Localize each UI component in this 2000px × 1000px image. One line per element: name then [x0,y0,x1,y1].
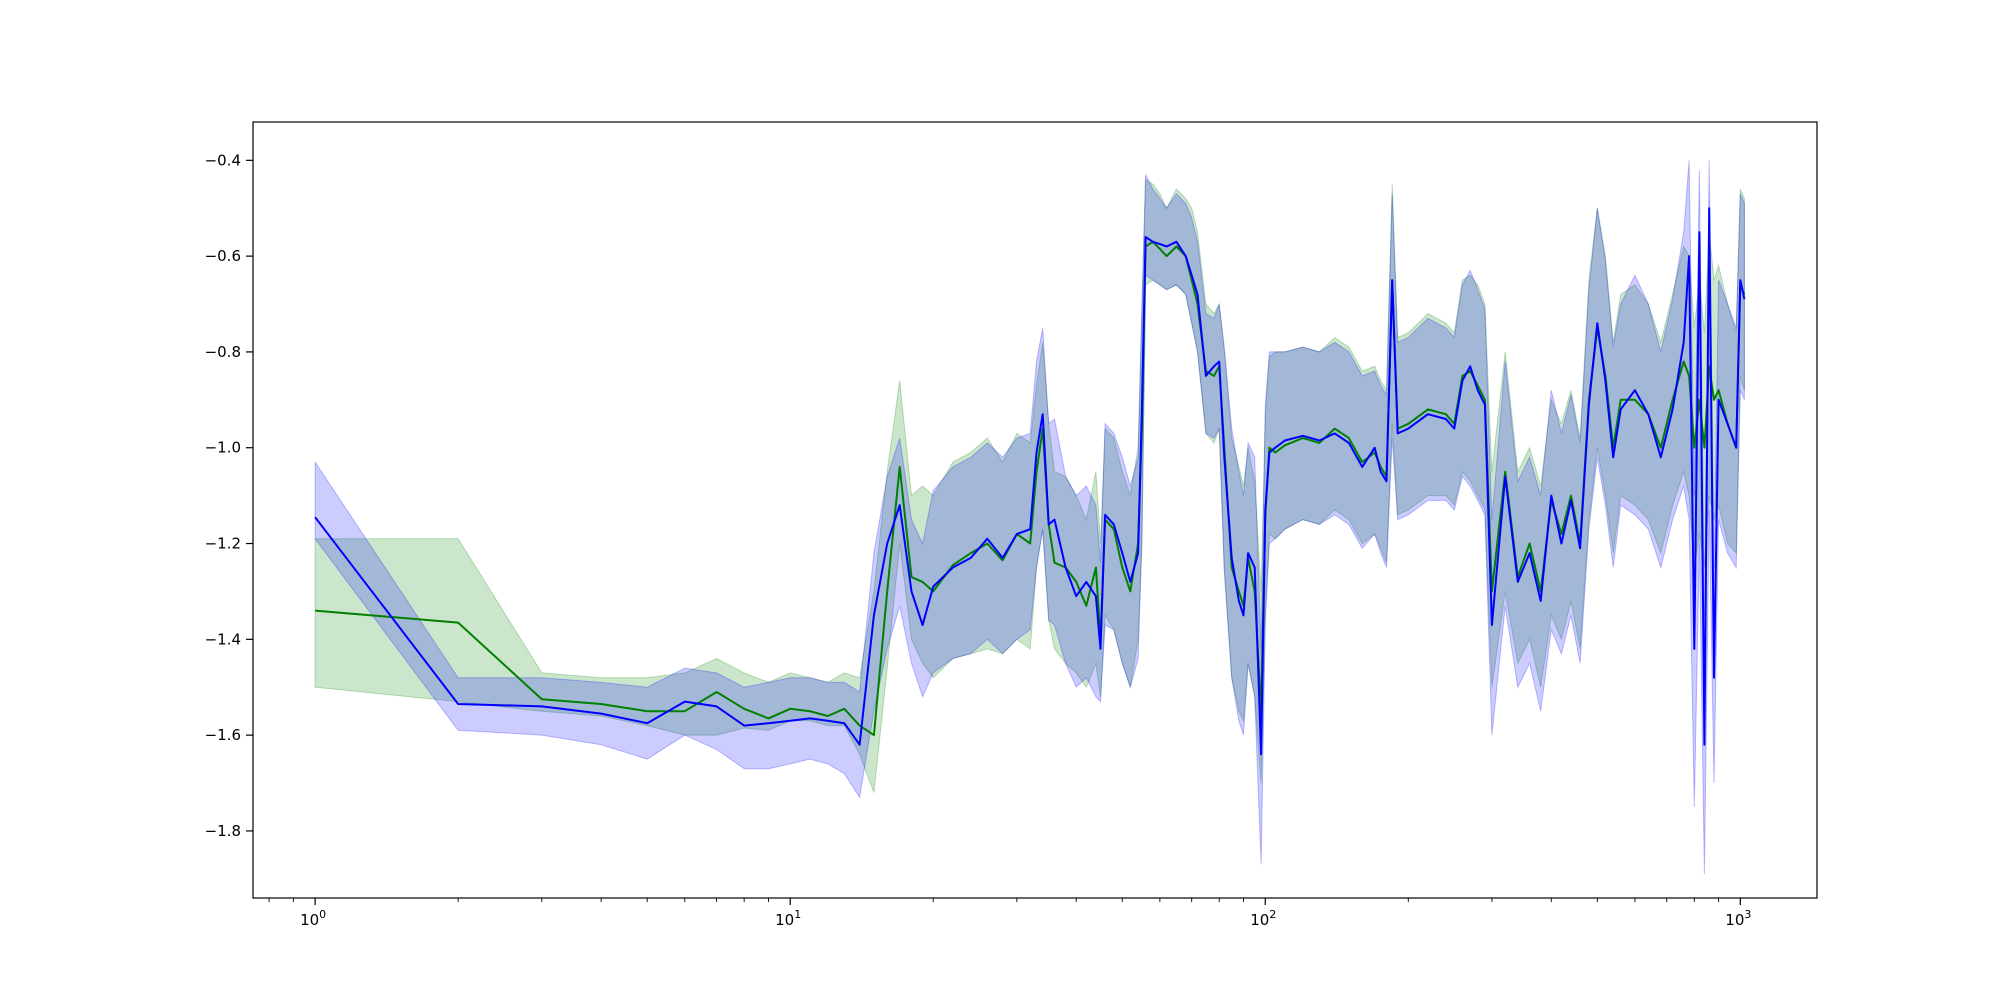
x-tick-label-exponent: 2 [1269,908,1276,921]
y-tick-label: −1.8 [205,822,241,840]
band-series-0 [314,178,1745,793]
band-series-1 [314,160,1745,875]
line-series-1 [314,207,1746,756]
x-axis: 100 101 102 103 [268,898,1751,929]
x-tick-label-exponent: 3 [1744,908,1751,921]
plot-frame [252,121,1818,899]
x-tick-label-base: 10 [1250,911,1269,929]
x-tick-label: 102 [1250,908,1276,929]
x-tick-label-base: 10 [300,911,319,929]
x-tick-label-base: 10 [775,911,794,929]
confidence-bands [314,160,1745,875]
x-tick-label-base: 10 [1725,911,1744,929]
y-tick-label: −0.8 [205,343,241,361]
x-tick-label: 103 [1725,908,1751,929]
y-tick-label: −1.2 [205,535,241,553]
y-tick-label: −1.6 [205,726,241,744]
x-tick-label: 101 [775,908,801,929]
series-lines [314,207,1746,756]
y-axis: −0.4 −0.6 −0.8 −1.0 −1.2 −1.4 −1.6 −1.8 [205,151,253,840]
y-tick-label: −0.4 [205,151,241,169]
y-tick-label: −1.0 [205,439,241,457]
y-tick-label: −1.4 [205,630,241,648]
y-tick-label: −0.6 [205,247,241,265]
x-tick-label-exponent: 0 [319,908,326,921]
x-tick-label: 100 [300,908,326,929]
x-tick-label-exponent: 1 [794,908,801,921]
